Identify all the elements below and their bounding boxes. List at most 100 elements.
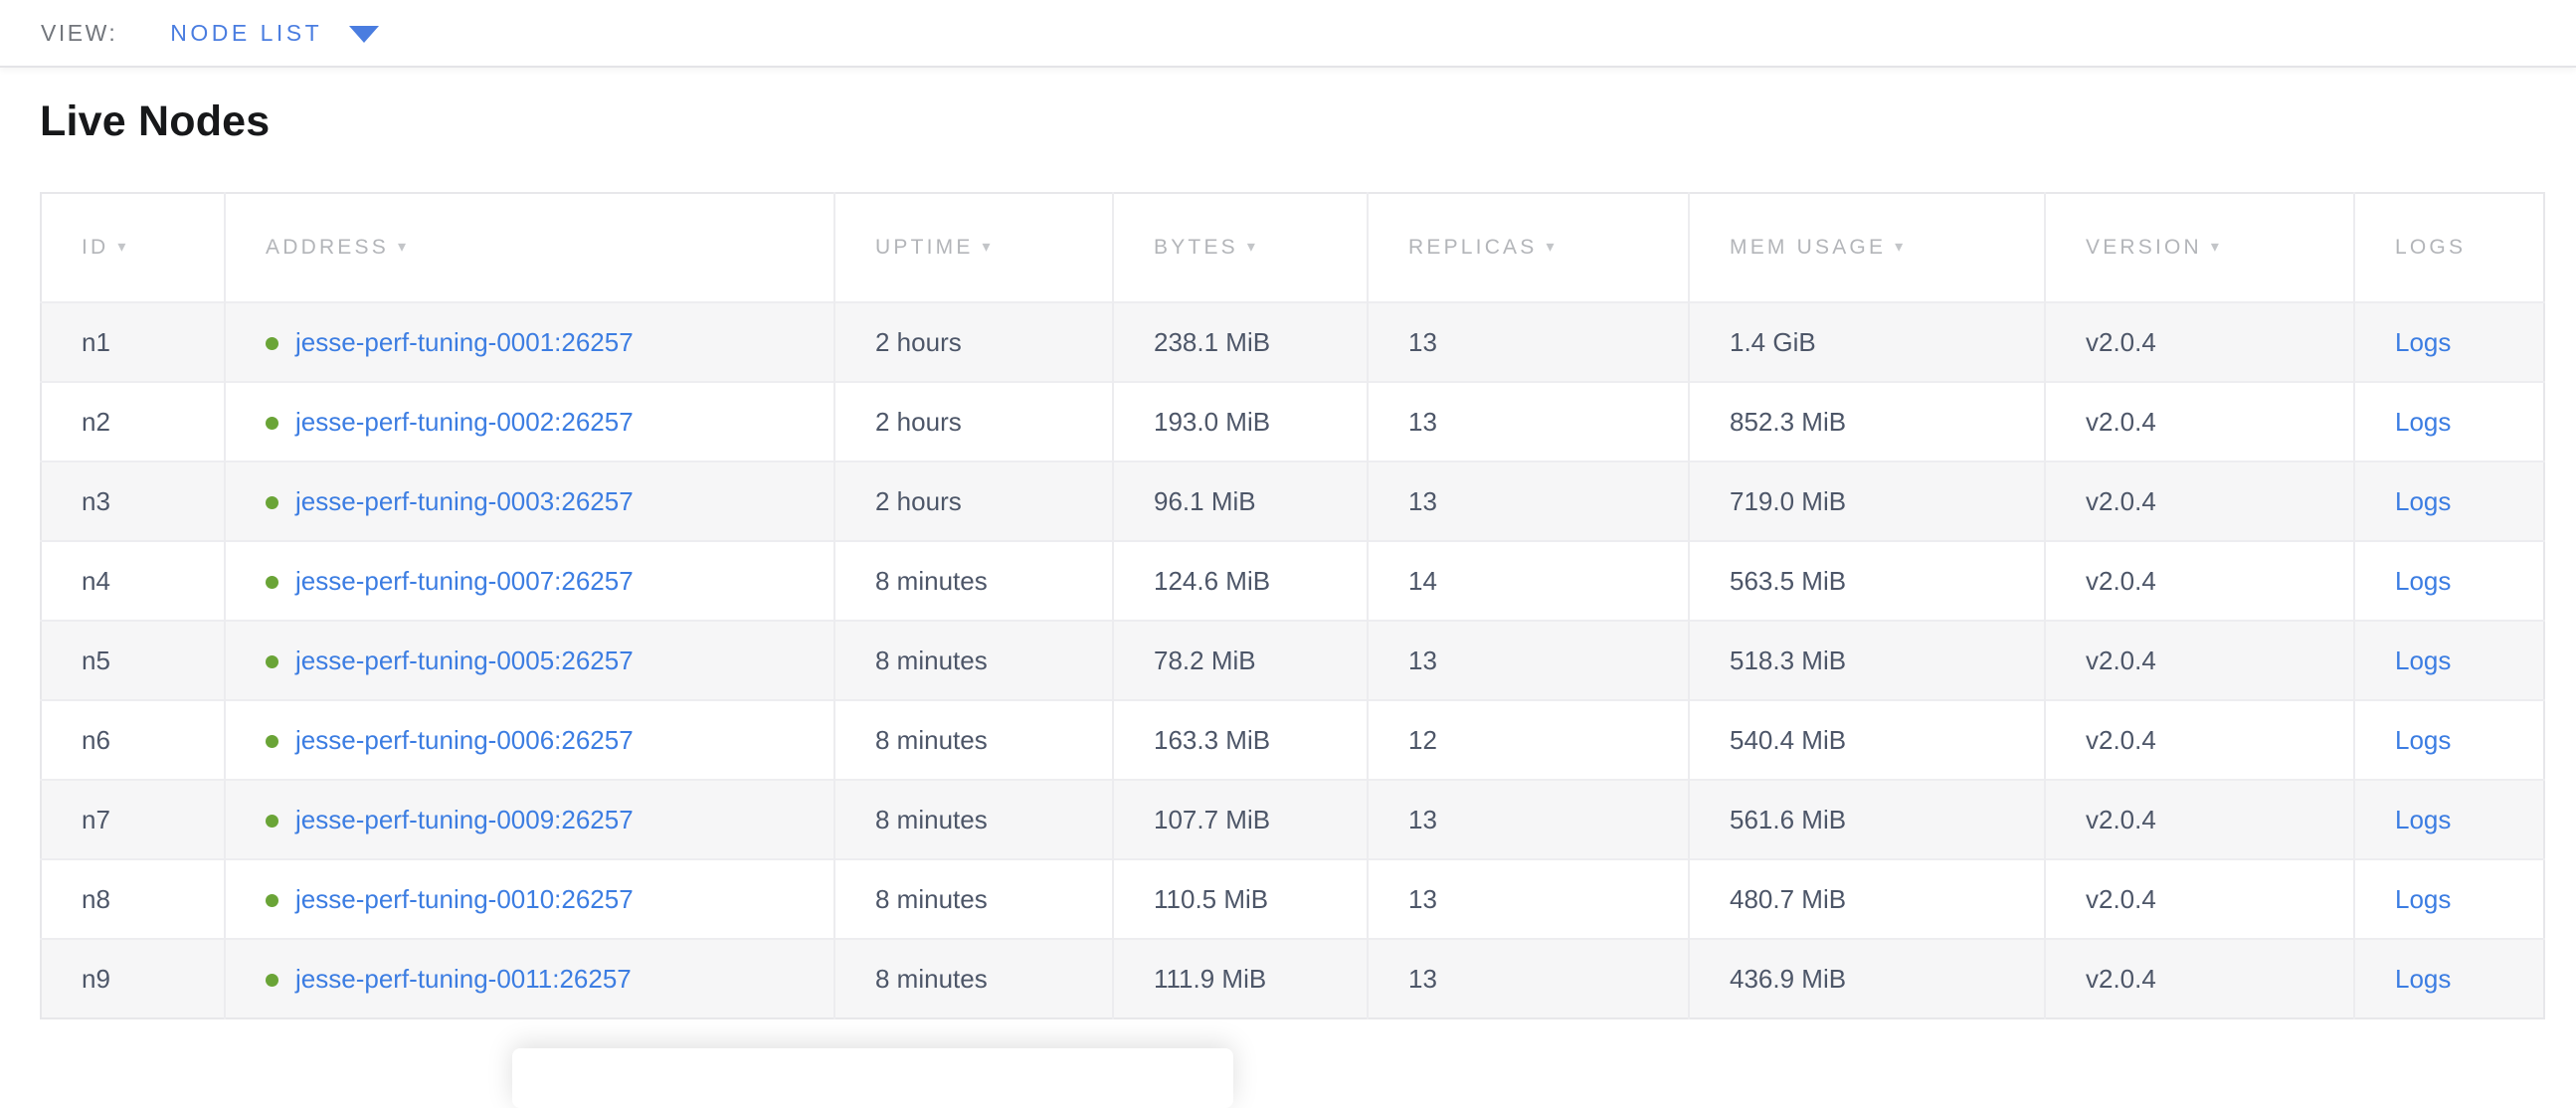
bytes-cell: 110.5 MiB — [1113, 859, 1369, 940]
logs-link[interactable]: Logs — [2395, 485, 2452, 516]
logs-cell: Logs — [2354, 859, 2544, 939]
logs-cell: Logs — [2354, 302, 2544, 382]
logs-link[interactable]: Logs — [2395, 724, 2452, 755]
mem_usage-cell: 540.4 MiB — [1689, 700, 2046, 781]
green-status-dot-icon — [266, 734, 278, 748]
column-header-version[interactable]: VERSION ▾ — [2045, 193, 2355, 303]
address-cell: jesse-perf-tuning-0003:26257 — [225, 462, 835, 542]
column-header-replicas[interactable]: REPLICAS ▾ — [1368, 193, 1690, 303]
logs-link[interactable]: Logs — [2395, 326, 2452, 357]
mem_usage-cell: 518.3 MiB — [1689, 621, 2046, 701]
version-cell: v2.0.4 — [2045, 780, 2355, 860]
nodes-table-container: ID ▾ ADDRESS ▾ UPTIME ▾ BYTES ▾ REPLICAS ▾ MEM USA… — [40, 192, 2576, 1020]
replicas-cell: 13 — [1368, 621, 1690, 701]
table-row-n5: n5 jesse-perf-tuning-0005:26257 8 minutes 7… — [41, 621, 2544, 701]
column-header-logs: LOGS — [2354, 193, 2544, 303]
table-row-n8: n8 jesse-perf-tuning-0010:26257 8 minutes 1… — [41, 859, 2544, 940]
version-cell: v2.0.4 — [2045, 382, 2355, 462]
column-header-uptime[interactable]: UPTIME ▾ — [834, 193, 1114, 303]
uptime-cell: 2 hours — [834, 302, 1114, 383]
replicas-cell: 13 — [1368, 780, 1690, 860]
logs-cell: Logs — [2354, 382, 2544, 462]
address-cell: jesse-perf-tuning-0005:26257 — [225, 621, 835, 701]
column-header-bytes[interactable]: BYTES ▾ — [1113, 193, 1369, 303]
version-cell: v2.0.4 — [2045, 462, 2355, 542]
table-row-n6: n6 jesse-perf-tuning-0006:26257 8 minutes 1… — [41, 700, 2544, 781]
mem_usage-cell: 719.0 MiB — [1689, 462, 2046, 542]
table-row-n7: n7 jesse-perf-tuning-0009:26257 8 minutes 1… — [41, 780, 2544, 860]
table-row-n3: n3 jesse-perf-tuning-0003:26257 2 hours 96.… — [41, 462, 2544, 542]
node-address-link[interactable]: jesse-perf-tuning-0007:26257 — [295, 565, 634, 596]
view-selector-dropdown[interactable]: NODE LIST — [170, 19, 380, 47]
address-cell: jesse-perf-tuning-0001:26257 — [225, 302, 835, 383]
address-cell: jesse-perf-tuning-0009:26257 — [225, 780, 835, 860]
bytes-cell: 78.2 MiB — [1113, 621, 1369, 701]
logs-cell: Logs — [2354, 700, 2544, 780]
id-cell: n6 — [41, 700, 226, 781]
node-address-link[interactable]: jesse-perf-tuning-0005:26257 — [295, 645, 634, 675]
id-cell: n3 — [41, 462, 226, 542]
node-address-link[interactable]: jesse-perf-tuning-0006:26257 — [295, 724, 634, 755]
replicas-cell: 13 — [1368, 462, 1690, 542]
table-row-n4: n4 jesse-perf-tuning-0007:26257 8 minutes 1… — [41, 541, 2544, 622]
green-status-dot-icon — [266, 575, 278, 589]
id-cell: n4 — [41, 541, 226, 622]
mem_usage-cell: 1.4 GiB — [1689, 302, 2046, 383]
node-address-link[interactable]: jesse-perf-tuning-0003:26257 — [295, 485, 634, 516]
node-address-link[interactable]: jesse-perf-tuning-0010:26257 — [295, 883, 634, 914]
page-title: Live Nodes — [40, 97, 271, 145]
id-cell: n2 — [41, 382, 226, 462]
mem_usage-cell: 480.7 MiB — [1689, 859, 2046, 940]
green-status-dot-icon — [266, 654, 278, 668]
logs-link[interactable]: Logs — [2395, 645, 2452, 675]
uptime-cell: 2 hours — [834, 382, 1114, 462]
column-header-label: LOGS — [2395, 236, 2467, 260]
uptime-cell: 8 minutes — [834, 859, 1114, 940]
view-selector-value: NODE LIST — [170, 19, 323, 46]
id-cell: n5 — [41, 621, 226, 701]
logs-link[interactable]: Logs — [2395, 565, 2452, 596]
logs-link[interactable]: Logs — [2395, 963, 2452, 994]
sort-caret-icon: ▾ — [117, 239, 129, 257]
replicas-cell: 13 — [1368, 382, 1690, 462]
address-cell: jesse-perf-tuning-0007:26257 — [225, 541, 835, 622]
uptime-cell: 2 hours — [834, 462, 1114, 542]
logs-cell: Logs — [2354, 939, 2544, 1018]
column-header-address[interactable]: ADDRESS ▾ — [225, 193, 835, 303]
node-address-link[interactable]: jesse-perf-tuning-0011:26257 — [295, 963, 632, 994]
id-cell: n1 — [41, 302, 226, 383]
column-header-label: ID — [82, 236, 109, 260]
logs-link[interactable]: Logs — [2395, 883, 2452, 914]
logs-cell: Logs — [2354, 541, 2544, 621]
view-selector-bar: VIEW: NODE LIST — [0, 0, 2576, 68]
id-cell: n8 — [41, 859, 226, 940]
column-header-label: MEM USAGE — [1730, 236, 1887, 260]
chevron-down-icon — [349, 26, 380, 43]
sort-caret-icon: ▾ — [1546, 239, 1558, 257]
column-header-mem_usage[interactable]: MEM USAGE ▾ — [1689, 193, 2046, 303]
node-address-link[interactable]: jesse-perf-tuning-0002:26257 — [295, 406, 634, 437]
table-header-row: ID ▾ ADDRESS ▾ UPTIME ▾ BYTES ▾ REPLICAS ▾ MEM USA… — [41, 193, 2544, 303]
uptime-cell: 8 minutes — [834, 780, 1114, 860]
sort-caret-icon: ▾ — [397, 239, 410, 257]
green-status-dot-icon — [266, 416, 278, 430]
table-row-n9: n9 jesse-perf-tuning-0011:26257 8 minutes 1… — [41, 939, 2544, 1019]
node-address-link[interactable]: jesse-perf-tuning-0009:26257 — [295, 804, 634, 834]
logs-cell: Logs — [2354, 780, 2544, 859]
replicas-cell: 13 — [1368, 939, 1690, 1019]
version-cell: v2.0.4 — [2045, 302, 2355, 383]
version-cell: v2.0.4 — [2045, 541, 2355, 622]
replicas-cell: 12 — [1368, 700, 1690, 781]
version-cell: v2.0.4 — [2045, 621, 2355, 701]
logs-link[interactable]: Logs — [2395, 804, 2452, 834]
logs-link[interactable]: Logs — [2395, 406, 2452, 437]
sort-caret-icon: ▾ — [1895, 239, 1907, 257]
bytes-cell: 163.3 MiB — [1113, 700, 1369, 781]
bytes-cell: 111.9 MiB — [1113, 939, 1369, 1019]
bytes-cell: 96.1 MiB — [1113, 462, 1369, 542]
column-header-id[interactable]: ID ▾ — [41, 193, 226, 303]
address-cell: jesse-perf-tuning-0006:26257 — [225, 700, 835, 781]
node-address-link[interactable]: jesse-perf-tuning-0001:26257 — [295, 326, 634, 357]
logs-cell: Logs — [2354, 621, 2544, 700]
bottom-peek-shadow — [512, 1048, 1233, 1108]
